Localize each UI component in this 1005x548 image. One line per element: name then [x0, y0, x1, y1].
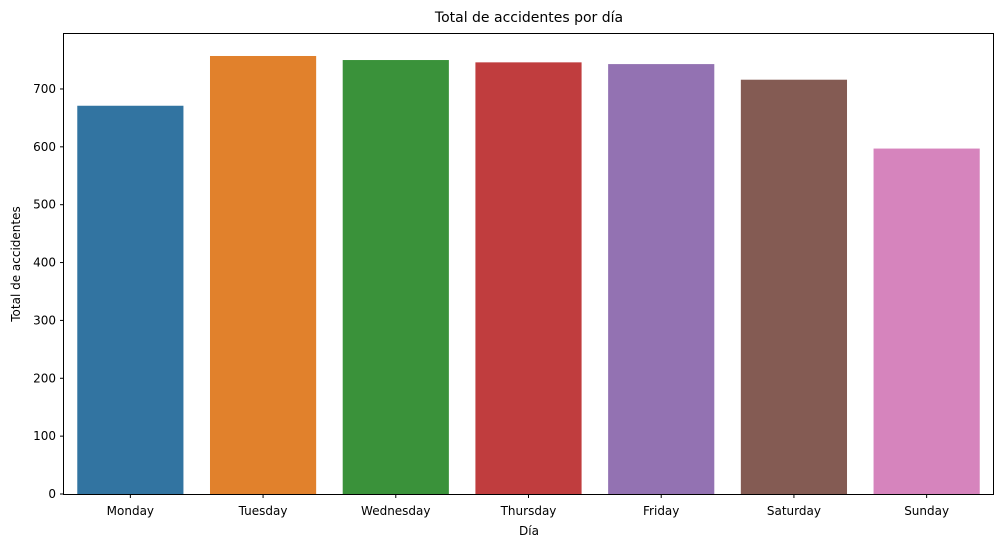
x-axis-label: Día: [519, 524, 539, 538]
x-tick-label: Sunday: [904, 504, 949, 518]
y-tick-label: 0: [48, 487, 56, 501]
x-tick-label: Saturday: [767, 504, 821, 518]
x-tick-label: Thursday: [500, 504, 557, 518]
x-tick-label: Monday: [107, 504, 154, 518]
x-tick-label: Friday: [643, 504, 679, 518]
plot-frame: [63, 33, 994, 495]
y-tick-label: 600: [33, 140, 56, 154]
bars-group: [77, 55, 980, 495]
bar-monday: [77, 105, 184, 495]
bar-wednesday: [342, 60, 449, 495]
y-tick-label: 500: [33, 198, 56, 212]
y-tick-label: 400: [33, 256, 56, 270]
bar-thursday: [475, 62, 582, 494]
bar-tuesday: [209, 55, 317, 494]
chart-title: Total de accidentes por día: [434, 10, 623, 26]
x-axis-ticks: Monday Tuesday Wednesday Thursday Friday Satu…: [107, 494, 949, 518]
bar-saturday: [740, 79, 848, 494]
x-tick-label: Wednesday: [361, 504, 430, 518]
bar-sunday: [873, 148, 980, 494]
x-tick-label: Tuesday: [238, 504, 288, 518]
y-tick-label: 700: [33, 82, 56, 96]
y-axis-label: Total de accidentes: [9, 206, 23, 322]
y-tick-label: 100: [33, 429, 56, 443]
bar-friday: [608, 64, 715, 495]
y-tick-label: 200: [33, 371, 56, 385]
y-axis-ticks: 0 100 200 300 400 500 600 700: [33, 82, 64, 501]
y-tick-label: 300: [33, 313, 56, 327]
